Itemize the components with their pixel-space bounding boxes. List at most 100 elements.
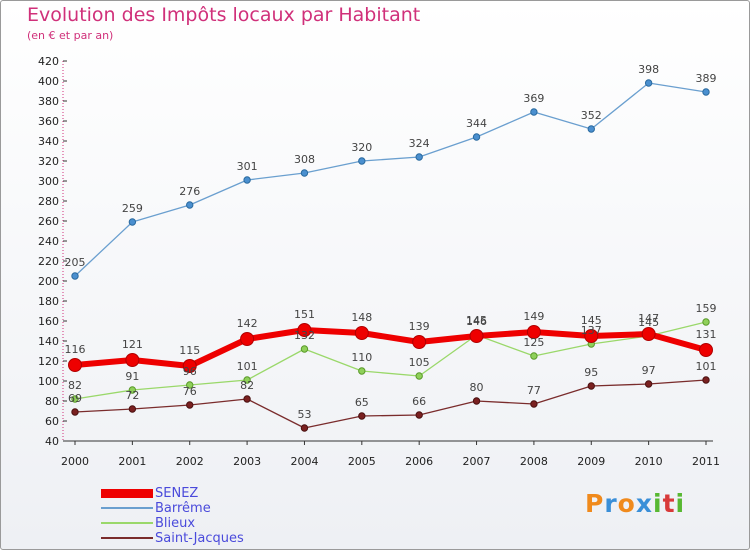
data-label-barr-me: 389 bbox=[696, 72, 717, 85]
y-tick-label: 180 bbox=[38, 295, 59, 308]
data-label-senez: 147 bbox=[638, 312, 659, 325]
data-label-barr-me: 324 bbox=[409, 137, 430, 150]
data-label-barr-me: 308 bbox=[294, 153, 315, 166]
data-point-saint-jacques bbox=[128, 405, 137, 413]
y-tick-label: 380 bbox=[38, 95, 59, 108]
data-label-blieux: 105 bbox=[409, 356, 430, 369]
data-label-blieux: 159 bbox=[696, 302, 717, 315]
data-point-saint-jacques bbox=[587, 382, 595, 390]
x-tick-label: 2003 bbox=[233, 455, 261, 468]
legend-label: Barrême bbox=[155, 501, 211, 516]
y-tick-label: 100 bbox=[38, 375, 59, 388]
data-label-barr-me: 398 bbox=[638, 63, 659, 76]
data-point-blieux bbox=[415, 372, 423, 380]
logo-letter: o bbox=[617, 489, 636, 518]
data-label-blieux: 132 bbox=[294, 329, 315, 342]
logo-letter: P bbox=[585, 489, 605, 518]
data-point-barr-me bbox=[71, 272, 79, 280]
data-point-blieux bbox=[358, 367, 366, 375]
data-point-senez bbox=[297, 323, 312, 337]
y-tick-label: 40 bbox=[45, 435, 59, 448]
data-point-senez bbox=[125, 353, 140, 367]
data-point-saint-jacques bbox=[243, 395, 251, 403]
logo-letter: i bbox=[675, 489, 686, 518]
data-point-saint-jacques bbox=[300, 424, 309, 432]
data-label-saint-jacques: 95 bbox=[584, 366, 598, 379]
data-point-senez bbox=[68, 358, 82, 372]
y-tick-label: 200 bbox=[38, 275, 59, 288]
chart-title: Evolution des Impôts locaux par Habitant bbox=[27, 4, 421, 26]
x-tick-label: 2001 bbox=[118, 455, 146, 468]
x-tick-label: 2006 bbox=[405, 455, 433, 468]
y-tick-label: 60 bbox=[45, 415, 59, 428]
data-label-blieux: 125 bbox=[523, 336, 544, 349]
y-tick-label: 120 bbox=[38, 355, 59, 368]
data-point-barr-me bbox=[644, 79, 653, 87]
data-point-senez bbox=[240, 332, 255, 346]
series-layer bbox=[68, 79, 713, 432]
legend-label: SENEZ bbox=[155, 486, 199, 501]
data-label-blieux: 96 bbox=[183, 365, 197, 378]
data-labels-layer: 205 259 276 301 308 320 324 344 369 352 398 389 82 91… bbox=[65, 63, 717, 421]
data-point-senez bbox=[584, 329, 599, 343]
data-point-saint-jacques bbox=[71, 408, 79, 416]
data-point-barr-me bbox=[300, 169, 309, 177]
data-label-blieux: 145 bbox=[638, 316, 659, 329]
data-label-senez: 116 bbox=[65, 343, 86, 356]
data-label-saint-jacques: 72 bbox=[125, 389, 139, 402]
data-point-blieux bbox=[702, 318, 710, 326]
y-tick-label: 220 bbox=[38, 255, 59, 268]
legend-swatch bbox=[101, 489, 153, 498]
data-label-blieux: 91 bbox=[125, 370, 139, 383]
x-tick-label: 2002 bbox=[176, 455, 204, 468]
data-point-saint-jacques bbox=[530, 400, 538, 408]
data-point-senez bbox=[641, 327, 656, 341]
data-label-barr-me: 352 bbox=[581, 109, 602, 122]
data-point-senez bbox=[526, 325, 541, 339]
data-point-blieux bbox=[186, 381, 194, 389]
series-line-senez bbox=[74, 327, 707, 369]
y-tick-label: 240 bbox=[38, 235, 59, 248]
x-tick-label: 2007 bbox=[463, 455, 491, 468]
data-point-barr-me bbox=[243, 176, 251, 184]
data-label-senez: 142 bbox=[237, 317, 258, 330]
data-label-barr-me: 276 bbox=[179, 185, 200, 198]
y-tick-label: 140 bbox=[38, 335, 59, 348]
data-label-senez: 151 bbox=[294, 308, 315, 321]
data-label-saint-jacques: 80 bbox=[470, 381, 484, 394]
logo-letter: x bbox=[635, 489, 653, 518]
data-point-blieux bbox=[71, 395, 79, 403]
y-tick-label: 300 bbox=[38, 175, 59, 188]
data-label-saint-jacques: 65 bbox=[355, 396, 369, 409]
data-point-saint-jacques bbox=[702, 376, 710, 384]
data-label-senez: 148 bbox=[351, 311, 372, 324]
legend-label: Saint-Jacques bbox=[155, 531, 244, 546]
x-tick-label: 2009 bbox=[577, 455, 605, 468]
data-point-barr-me bbox=[472, 133, 481, 141]
chart-axes: 40 60 80 100 120 140 160 180 200 220 240 260 280 300 3… bbox=[38, 55, 720, 468]
data-point-blieux bbox=[128, 386, 137, 394]
y-tick-label: 260 bbox=[38, 215, 59, 228]
series-line-saint-jacques bbox=[74, 379, 707, 429]
data-point-blieux bbox=[530, 352, 538, 360]
y-tick-label: 80 bbox=[45, 395, 59, 408]
data-label-senez: 145 bbox=[581, 314, 602, 327]
proxiti-logo: Proxiti bbox=[585, 489, 685, 518]
data-point-barr-me bbox=[587, 125, 595, 133]
data-point-senez bbox=[354, 326, 369, 340]
data-label-saint-jacques: 82 bbox=[240, 379, 254, 392]
y-tick-label: 320 bbox=[38, 155, 59, 168]
x-tick-label: 2011 bbox=[692, 455, 720, 468]
data-label-senez: 115 bbox=[179, 344, 200, 357]
data-label-saint-jacques: 53 bbox=[297, 408, 311, 421]
series-line-blieux bbox=[74, 321, 707, 400]
legend-swatch bbox=[101, 522, 153, 524]
y-tick-label: 360 bbox=[38, 115, 59, 128]
data-label-blieux: 137 bbox=[581, 324, 602, 337]
data-label-senez: 121 bbox=[122, 338, 143, 351]
data-point-blieux bbox=[243, 376, 251, 384]
data-label-barr-me: 369 bbox=[523, 92, 544, 105]
data-label-blieux: 146 bbox=[466, 315, 487, 328]
